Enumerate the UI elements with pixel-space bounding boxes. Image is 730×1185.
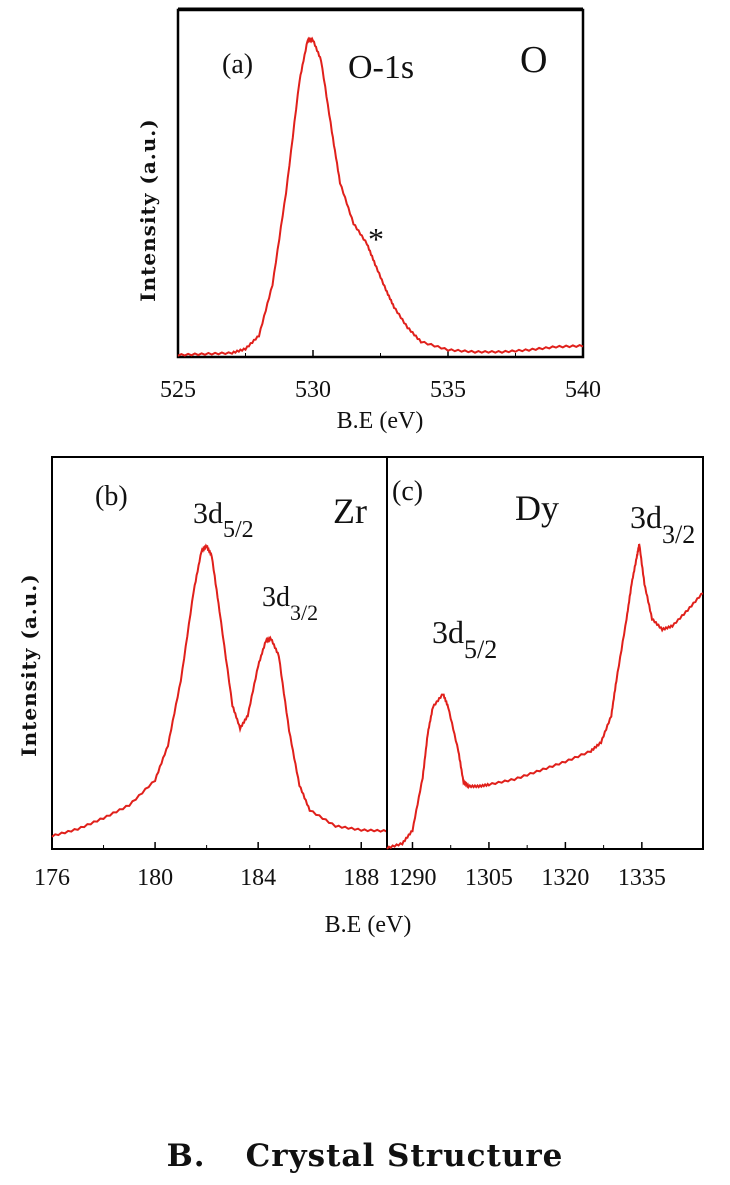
panel-c-peak1-main: 3d <box>432 614 464 650</box>
panel-c-tick-label: 1290 <box>388 865 436 891</box>
panel-b-peak2-sub: 3/2 <box>290 600 318 625</box>
section-title: Crystal Structure <box>245 1138 564 1174</box>
panel-a-label: (a) <box>222 49 253 80</box>
panel-a-peak-label: O-1s <box>348 49 414 86</box>
panel-c-tick-labels: 1290 1305 1320 1335 <box>388 865 665 891</box>
panel-b-xlabel: B.E (eV) <box>325 912 412 938</box>
panel-c-peak1-label: 3d5/2 <box>432 614 497 664</box>
panel-a: 525 530 535 540 (a) O-1s O * B.E (eV) Inten… <box>136 7 601 434</box>
panel-b-curve <box>51 543 388 838</box>
panel-b-tick-label: 176 <box>34 865 70 891</box>
panel-c-frame <box>386 456 704 850</box>
section-heading: B. Crystal Structure <box>0 1138 730 1174</box>
panel-a-xlabel: B.E (eV) <box>337 408 424 434</box>
panel-b-peak1-main: 3d <box>193 497 223 530</box>
panel-b-ylabel: Intensity (a.u.) <box>17 573 41 756</box>
panel-b-tick-label: 188 <box>343 865 379 891</box>
panel-c-tick-label: 1305 <box>465 865 513 891</box>
panel-c-ticks <box>411 842 643 849</box>
panel-b: 176 180 184 188 (b) Zr 3d5/2 3d3/2 B.E (eV)… <box>17 456 412 938</box>
panel-b-tick-labels: 176 180 184 188 <box>34 865 379 891</box>
panel-a-tick-labels: 525 530 535 540 <box>160 377 601 403</box>
panel-b-peak2-label: 3d3/2 <box>262 582 318 625</box>
panel-b-element-label: Zr <box>333 491 367 531</box>
panel-c-peak2-sub: 3/2 <box>662 520 695 549</box>
panel-c-label: (c) <box>392 476 423 507</box>
panel-c-tick-label: 1335 <box>618 865 666 891</box>
panel-a-ylabel: Intensity (a.u.) <box>136 118 160 301</box>
panel-a-shoulder-marker: * <box>368 221 384 257</box>
panel-c-element-label: Dy <box>515 488 559 528</box>
panel-c: 1290 1305 1320 1335 (c) Dy 3d5/2 3d3/2 <box>386 456 704 891</box>
xps-figure: 525 530 535 540 (a) O-1s O * B.E (eV) Inten… <box>17 7 704 938</box>
panel-b-label: (b) <box>95 481 128 512</box>
panel-a-curve <box>177 36 584 357</box>
panel-b-ticks <box>51 842 362 849</box>
panel-b-tick-label: 184 <box>240 865 276 891</box>
panel-b-peak2-main: 3d <box>262 582 290 613</box>
panel-b-peak1-label: 3d5/2 <box>193 497 254 543</box>
panel-a-element-label: O <box>520 39 547 81</box>
panel-a-tick-label: 530 <box>295 377 331 403</box>
panel-c-peak1-sub: 5/2 <box>464 635 497 664</box>
panel-a-tick-label: 535 <box>430 377 466 403</box>
panel-a-tick-label: 540 <box>565 377 601 403</box>
panel-c-peak2-main: 3d <box>630 499 662 535</box>
panel-c-curve <box>386 543 704 850</box>
panel-a-tick-label: 525 <box>160 377 196 403</box>
panel-c-tick-label: 1320 <box>541 865 589 891</box>
section-number: B. <box>166 1138 206 1174</box>
panel-c-peak2-label: 3d3/2 <box>630 499 695 549</box>
panel-b-tick-label: 180 <box>137 865 173 891</box>
panel-b-peak1-sub: 5/2 <box>223 517 254 543</box>
